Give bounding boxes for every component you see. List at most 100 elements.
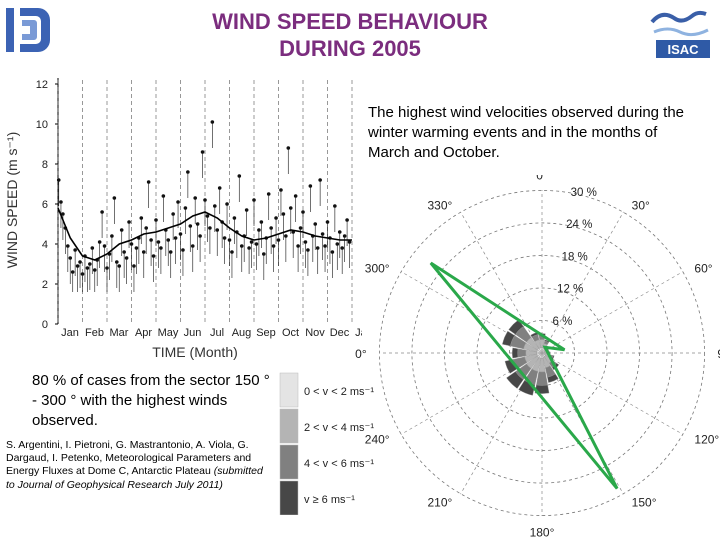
rose-wedge [502,330,515,347]
daily-point [286,146,291,150]
y-tick-label: 12 [36,79,48,91]
daily-point [254,242,259,246]
daily-point [146,180,151,184]
direction-label: 0° [536,175,548,183]
ring-label: 18 % [562,251,588,263]
reference-citation: S. Argentini, I. Pietroni, G. Mastranton… [6,439,271,492]
daily-point [303,240,308,244]
direction-label: 90° [717,347,720,361]
daily-point [61,212,65,216]
daily-point [340,246,345,250]
daily-point [80,272,85,276]
legend-label: 2 < v < 4 ms⁻¹ [304,422,374,434]
daily-point [193,196,197,200]
daily-point [325,220,330,224]
daily-point [173,236,178,240]
daily-point [129,242,134,246]
daily-point [213,204,217,208]
direction-label: 120° [694,433,719,447]
x-tick-label: May [158,327,179,339]
direction-label: 240° [365,433,390,447]
x-tick-label: Oct [282,327,299,339]
daily-point [306,248,310,252]
legend-swatch [279,408,299,444]
daily-point [141,250,146,254]
legend-swatch [279,480,299,515]
daily-point [200,150,205,154]
daily-point [281,212,286,216]
daily-point [144,226,148,230]
daily-point [127,220,131,224]
daily-point [318,178,322,182]
daily-point [249,240,254,244]
reference-authors: S. Argentini, I. Pietroni, G. Mastranton… [6,439,252,478]
daily-point [345,218,349,222]
daily-point [259,220,264,224]
x-tick-label: Jun [184,327,202,339]
daily-point [323,244,327,248]
daily-point [181,248,185,252]
daily-point [156,240,161,244]
daily-point [166,238,171,242]
daily-point [188,224,193,228]
daily-point [266,192,271,196]
daily-point [66,244,70,248]
x-tick-label: Sep [256,327,276,339]
y-axis-label: WIND SPEED (m s⁻¹) [4,132,20,269]
daily-point [208,226,212,230]
x-tick-label: Aug [232,327,252,339]
daily-point [239,244,244,248]
daily-point [257,228,261,232]
sector-highlight [429,261,619,490]
cnr-logo-graphic [6,8,50,52]
rose-wedge [536,371,548,386]
daily-point [296,244,300,248]
daily-point [308,184,313,188]
cnr-logo [2,2,60,60]
daily-point [335,242,340,246]
ring-label: 30 % [571,187,597,199]
direction-label: 270° [355,347,367,361]
daily-point [75,264,80,268]
cases-note: 80 % of cases from the sector 150 ° - 30… [32,372,270,429]
page-title: WIND SPEED BEHAVIOUR DURING 2005 [150,8,550,62]
daily-point [119,228,124,232]
daily-point [190,244,195,248]
daily-point [73,248,77,252]
daily-point [132,264,136,268]
ring-label: 12 % [557,284,583,296]
speed-legend: 0 < v < 2 ms⁻¹ 2 < v < 4 ms⁻¹ 4 < v < 6 ms… [279,372,374,515]
daily-point [59,200,63,204]
title-line-1: WIND SPEED BEHAVIOUR [212,9,488,34]
logo-inner [22,20,37,40]
daily-point [271,244,276,248]
direction-label: 180° [530,525,555,539]
direction-label: 210° [427,495,452,509]
daily-point [222,236,227,240]
daily-point [68,256,73,260]
daily-point [320,232,325,236]
rose-spoke [460,211,543,354]
daily-point [298,226,303,230]
x-tick-label: Jan [355,327,362,339]
legend-label: v ≥ 6 ms⁻¹ [304,494,355,506]
logo-bar [6,8,14,52]
smoothed-line [57,207,352,261]
daily-point [269,226,273,230]
wind-rose-chart: 0° 30° 60° 90° 120° 150° 180° 210° 240° 270° 300° 3… [355,175,720,539]
daily-point [232,216,237,220]
daily-point [225,202,229,206]
daily-point [342,234,347,238]
daily-point [186,170,190,174]
y-tick-label: 6 [42,199,48,211]
isac-logo: ISAC [646,4,716,62]
rose-spoke [541,211,624,354]
daily-point [183,206,188,210]
rose-wedge [517,348,527,358]
daily-point [237,174,242,178]
logo-wave [650,10,707,24]
daily-point [217,186,222,190]
daily-point [276,238,281,242]
daily-point [105,266,109,270]
daily-point [301,210,305,214]
